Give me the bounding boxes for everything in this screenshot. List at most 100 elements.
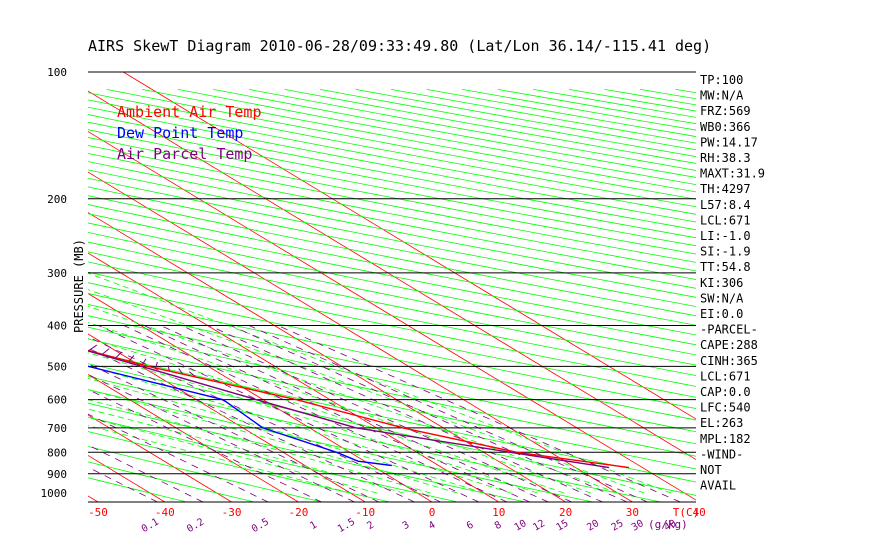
mixing-ratio-tick-label: 15 [554, 518, 570, 534]
pressure-tick-label: 600 [47, 394, 67, 407]
legend: Ambient Air Temp Dew Point Temp Air Parc… [117, 103, 262, 163]
isotherm-line [0, 63, 31, 502]
mixing-ratio-line [88, 347, 415, 502]
mixing-ratio-tick-label: 30 [630, 518, 646, 534]
mixing-ratio-tick-label: 6 [465, 520, 476, 533]
pressure-tick-label: 100 [47, 66, 67, 79]
dry-adiabat-line [88, 241, 696, 366]
moist-adiabat-line [88, 289, 645, 494]
dry-adiabat-line [88, 376, 661, 502]
mixing-ratio-tick-label: 40 [662, 518, 678, 534]
dry-adiabat-line [88, 282, 696, 409]
mixing-ratio-tick-label: 8 [493, 520, 504, 533]
isotherm-line [88, 293, 433, 502]
legend-dew-point-temp: Dew Point Temp [117, 124, 243, 142]
mixing-ratio-line [208, 325, 603, 502]
pressure-tick-label: 200 [47, 193, 67, 206]
bottom-temp-tick-label: 40 [693, 506, 706, 519]
moist-adiabat-line [88, 305, 618, 494]
mixing-ratio-line [277, 325, 681, 502]
mixing-ratio-tick-label: 2 [365, 520, 376, 533]
stability-index-item: -PARCEL- [700, 323, 758, 337]
isotherm-line [88, 333, 366, 502]
cape-hatch [155, 362, 158, 369]
stability-index-item: MPL:182 [700, 432, 751, 446]
moist-adiabat-line [88, 378, 485, 494]
mixing-ratio-line [88, 413, 269, 502]
dry-adiabat-line [88, 222, 696, 346]
bottom-temp-tick-label: -50 [88, 506, 108, 519]
mixing-ratio-line [88, 373, 355, 502]
isotherm-line [88, 212, 566, 502]
stability-index-item: KI:306 [700, 276, 743, 290]
mixing-ratio-line [88, 466, 158, 502]
stability-index-item: MAXT:31.9 [700, 167, 765, 181]
cape-hatch [88, 344, 98, 352]
dry-adiabat-line [88, 402, 526, 502]
dry-adiabat-line [88, 350, 696, 483]
stability-index-item: RH:38.3 [700, 151, 751, 165]
isotherm-line [88, 414, 232, 502]
isotherm-line [88, 374, 299, 502]
pressure-tick-label: 500 [47, 360, 67, 373]
stability-index-item: TH:4297 [700, 182, 751, 196]
mixing-ratio-line [88, 363, 380, 502]
mixing-ratio-line [143, 325, 530, 502]
stability-index-item: SW:N/A [700, 291, 744, 305]
pressure-tick-label: 700 [47, 422, 67, 435]
isotherm-line [88, 90, 696, 461]
cape-hatch [141, 358, 147, 366]
moist-adiabat-line [88, 399, 431, 494]
mixing-ratio-tick-label: 1.5 [336, 517, 357, 536]
moist-adiabat-line [88, 425, 351, 494]
dry-adiabat-line [88, 161, 696, 280]
pressure-tick-label: 300 [47, 267, 67, 280]
moist-adiabat-line [88, 365, 511, 494]
dry-adiabat-line [88, 204, 696, 326]
stability-index-item: -WIND- [700, 447, 743, 461]
stability-index-item: PW:14.17 [700, 135, 758, 149]
legend-ambient-air-temp: Ambient Air Temp [117, 103, 262, 121]
bottom-temp-tick-label: -40 [155, 506, 175, 519]
bottom-temp-tick-label: 20 [559, 506, 572, 519]
mixing-ratio-line [123, 325, 508, 502]
mixing-ratio-tick-label: 0.5 [250, 517, 271, 536]
mixing-ratio-line [88, 444, 204, 502]
dry-adiabat-line [88, 461, 255, 502]
cape-hatch [4, 322, 20, 328]
stability-index-item: CAP:0.0 [700, 385, 751, 399]
stability-index-item: LFC:540 [700, 401, 751, 415]
pressure-tick-label: 400 [47, 320, 67, 333]
cape-hatch [32, 330, 45, 336]
moist-adiabat-line [88, 389, 458, 494]
stability-index-item: TT:54.8 [700, 260, 751, 274]
chart-grid [0, 63, 696, 502]
dry-adiabat-line [88, 144, 696, 263]
mixing-ratio-line [98, 325, 480, 502]
stability-index-item: CAPE:288 [700, 338, 758, 352]
cape-hatch [114, 351, 122, 359]
pressure-tick-label: 1000 [41, 487, 68, 500]
dry-adiabat-line [88, 338, 696, 470]
cape-hatch [60, 338, 71, 344]
mixing-ratio-line [88, 336, 441, 502]
dry-adiabat-line [88, 271, 696, 398]
mixing-ratio-line [230, 325, 628, 502]
moist-adiabat-line [88, 352, 538, 494]
dry-adiabat-line [88, 137, 696, 255]
bottom-temp-tick-label: 0 [429, 506, 436, 519]
pressure-tick-label: 800 [47, 446, 67, 459]
stability-index-item: WB0:366 [700, 120, 751, 134]
dry-adiabat-line [88, 315, 696, 445]
dry-adiabat-line [88, 195, 696, 317]
series-group [4, 322, 630, 469]
dry-adiabat-line [319, 89, 696, 157]
stability-index-item: LI:-1.0 [700, 229, 751, 243]
stability-index-item: FRZ:569 [700, 104, 751, 118]
stability-index-item: MW:N/A [700, 89, 744, 103]
chart-title: AIRS SkewT Diagram 2010-06-28/09:33:49.8… [88, 37, 711, 55]
temp-unit-label: T(C) [673, 506, 700, 519]
y-axis-label: PRESSURE (MB) [72, 239, 86, 333]
dry-adiabat-line [88, 363, 696, 496]
